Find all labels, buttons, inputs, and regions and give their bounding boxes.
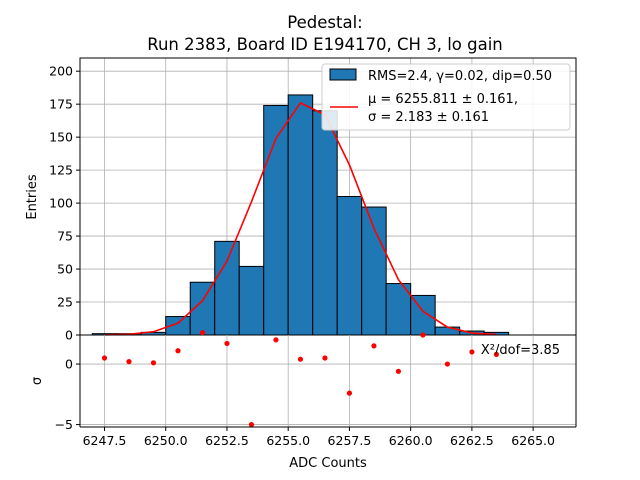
residual-point [175,348,181,354]
residual-point [322,355,328,361]
main-y-tick-label: 50 [57,262,73,277]
legend-hist-label: RMS=2.4, γ=0.02, dip=0.50 [368,69,552,84]
chart-title-line1: Pedestal: [287,13,362,32]
legend-fit-label-line1: μ = 6255.811 ± 0.161, [368,92,518,107]
main-y-tick-label: 150 [49,130,73,145]
residual-points [101,329,499,428]
histogram-bar [238,265,265,336]
main-axes-frame [79,57,577,336]
residual-point [493,351,499,357]
residual-point [126,359,132,365]
fit-curve [104,101,497,336]
legend-hist-swatch [329,68,357,81]
residual-point [420,332,426,338]
x-tick-label: 6252.5 [205,433,249,448]
residual-point [101,355,108,361]
residual-y-tick-label: 0 [65,357,73,372]
main-y-tick-label: 0 [65,328,73,343]
histogram-bar [434,326,461,336]
residual-point [444,361,451,367]
chart-title-line2: Run 2383, Board ID E194170, CH 3, lo gai… [147,35,503,54]
x-tick-label: 6262.5 [450,433,494,448]
x-tick-label: 6255.0 [266,433,310,448]
histogram-bar [214,240,240,336]
residual-point [199,329,206,336]
residual-y-tick-label: −5 [55,417,73,432]
residual-point [248,421,255,428]
histogram-bar [312,110,338,336]
main-y-tick-label: 100 [49,196,73,211]
x-tick-label: 6265.0 [511,433,555,448]
x-tick-label: 6260.0 [389,433,433,448]
residual-point [224,340,230,347]
main-y-tick-label: 25 [57,295,73,310]
x-ticks: 6247.5 6250.0 6252.5 6255.0 6257.5 6260.0 6262… [83,427,555,448]
residual-point [395,368,402,374]
x-tick-label: 6247.5 [83,433,127,448]
residual-point [150,360,157,366]
histogram-bar [385,283,412,336]
residual-y-label: σ [30,377,45,385]
residual-point [371,343,377,349]
chi2-annotation: Χ²/dof=3.85 [481,343,560,358]
histogram-bar [336,196,363,336]
legend-box [321,63,571,131]
histogram-bar [287,94,314,336]
residual-point [469,349,475,355]
y-axis-label: Entries [25,174,40,220]
residual-point [346,390,353,396]
x-tick-label: 6257.5 [328,433,372,448]
residual-y-ticks: 0 −5 [55,357,80,432]
main-y-ticks: 0 25 50 75 100 125 150 175 200 [49,64,80,343]
main-y-tick-label: 125 [49,163,73,178]
x-tick-label: 6250.0 [144,433,188,448]
legend-fit-label-line2: σ = 2.183 ± 0.161 [368,110,489,125]
main-y-tick-label: 175 [49,97,73,112]
residual-point [297,356,304,362]
x-axis-label: ADC Counts [289,456,367,471]
main-y-tick-label: 75 [57,229,73,244]
main-y-tick-label: 200 [49,64,73,79]
legend: RMS=2.4, γ=0.02, dip=0.50 μ = 6255.811 ±… [321,63,571,131]
residual-point [273,337,279,343]
residual-grid [80,335,576,427]
